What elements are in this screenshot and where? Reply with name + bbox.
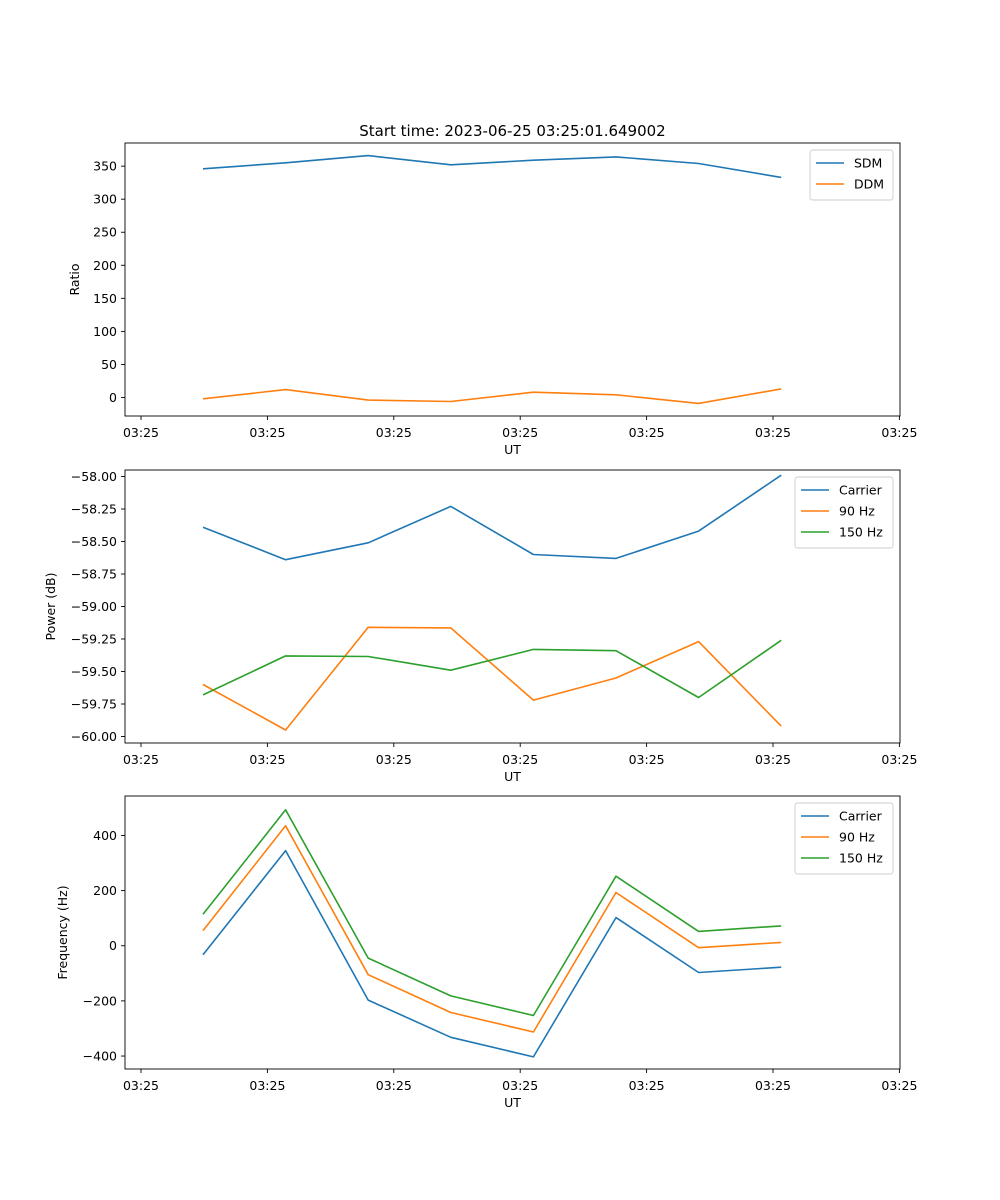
series-line-carrier [202, 474, 782, 561]
y-tick-label: −59.50 [71, 664, 117, 679]
y-tick-label: 200 [93, 258, 117, 273]
y-tick-label: −59.25 [71, 632, 117, 647]
figure-title: Start time: 2023-06-25 03:25:01.649002 [359, 122, 665, 140]
y-tick-label: −58.75 [71, 567, 117, 582]
x-tick-label: 03:25 [629, 425, 665, 440]
x-tick-label: 03:25 [502, 1078, 538, 1093]
y-axis-label: Frequency (Hz) [55, 885, 70, 979]
x-tick-label: 03:25 [376, 752, 412, 767]
x-tick-label: 03:25 [755, 1078, 791, 1093]
y-tick-label: 100 [93, 324, 117, 339]
panels-group: 0 50 100 150 200 250 300 350 03:25 03:25 03:25 03:2… [43, 142, 917, 1110]
x-axis-label: UT [504, 1095, 521, 1110]
x-tick-label: 03:25 [376, 425, 412, 440]
y-tick-label: 150 [93, 291, 117, 306]
y-tick-label: 0 [109, 938, 117, 953]
series-line-carrier [202, 849, 782, 1058]
y-tick-label: −58.25 [71, 502, 117, 517]
series-line-90-hz [202, 626, 782, 731]
x-tick-label: 03:25 [123, 1078, 159, 1093]
series-line-150-hz [202, 808, 782, 1017]
y-tick-label: −60.00 [71, 729, 117, 744]
legend-label: 90 Hz [839, 504, 875, 519]
legend-label: Carrier [839, 483, 883, 498]
y-tick-label: −59.75 [71, 697, 117, 712]
legend-label: SDM [854, 156, 882, 171]
x-tick-label: 03:25 [881, 752, 917, 767]
x-tick-label: 03:25 [123, 425, 159, 440]
legend-label: Carrier [839, 809, 883, 824]
legend-label: 150 Hz [839, 851, 883, 866]
legend: SDM DDM [809, 149, 894, 201]
x-tick-label: 03:25 [881, 425, 917, 440]
series-line-150-hz [202, 639, 782, 699]
legend-label: DDM [854, 177, 884, 192]
y-tick-label: 250 [93, 225, 117, 240]
x-tick-label: 03:25 [502, 425, 538, 440]
x-axis-label: UT [504, 769, 521, 784]
y-tick-label: 350 [93, 159, 117, 174]
y-axis-label: Power (dB) [43, 572, 58, 640]
legend-label: 90 Hz [839, 830, 875, 845]
x-tick-label: 03:25 [249, 752, 285, 767]
x-tick-label: 03:25 [755, 425, 791, 440]
y-tick-label: 400 [93, 828, 117, 843]
y-tick-label: −59.00 [71, 599, 117, 614]
y-axis-label: Ratio [67, 263, 82, 295]
series-line-sdm [202, 154, 782, 179]
legend: Carrier 90 Hz 150 Hz [794, 476, 894, 549]
panel-1: 0 50 100 150 200 250 300 350 03:25 03:25 03:25 03:2… [67, 142, 917, 457]
y-tick-label: −200 [83, 993, 117, 1008]
y-tick-label: −400 [83, 1049, 117, 1064]
legend-label: 150 Hz [839, 525, 883, 540]
x-tick-label: 03:25 [502, 752, 538, 767]
legend-box [794, 476, 894, 549]
y-tick-label: 300 [93, 192, 117, 207]
panel-3: −400 −200 0 200 400 03:25 03:25 03:25 03:25 03:25… [55, 795, 917, 1110]
x-tick-label: 03:25 [881, 1078, 917, 1093]
x-tick-label: 03:25 [629, 1078, 665, 1093]
panel-2: −60.00 −59.75 −59.50 −59.25 −59.00 −58.75 −58.… [43, 469, 917, 784]
series-line-90-hz [202, 824, 782, 1033]
legend-box [794, 802, 894, 875]
axes-frame [124, 142, 901, 417]
y-tick-label: 50 [101, 357, 117, 372]
x-tick-label: 03:25 [249, 1078, 285, 1093]
y-tick-label: −58.00 [71, 469, 117, 484]
x-tick-label: 03:25 [249, 425, 285, 440]
y-tick-label: 200 [93, 883, 117, 898]
series-line-ddm [202, 388, 782, 405]
y-tick-label: −58.50 [71, 534, 117, 549]
x-tick-label: 03:25 [123, 752, 159, 767]
legend: Carrier 90 Hz 150 Hz [794, 802, 894, 875]
x-axis-label: UT [504, 442, 521, 457]
axes-frame [124, 795, 901, 1070]
x-tick-label: 03:25 [629, 752, 665, 767]
y-tick-label: 0 [109, 390, 117, 405]
x-tick-label: 03:25 [755, 752, 791, 767]
x-tick-label: 03:25 [376, 1078, 412, 1093]
